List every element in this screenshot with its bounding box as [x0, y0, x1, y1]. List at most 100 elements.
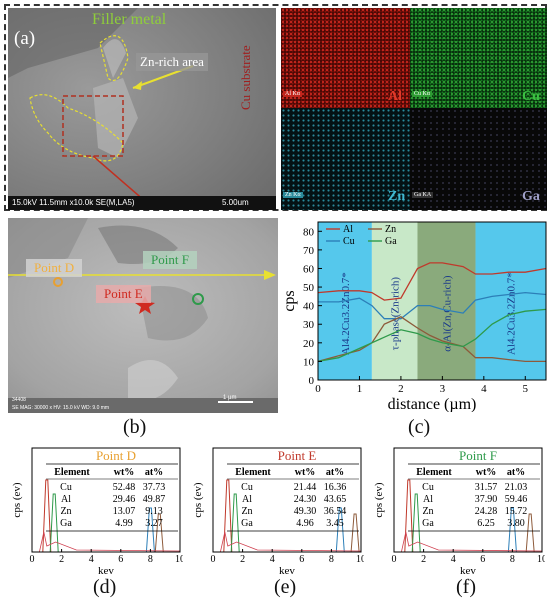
table-cell: 24.30 [294, 494, 317, 505]
zone-label-2: α-Al(Zn,Cu-rich) [442, 275, 454, 352]
table-cell: 6.25 [477, 518, 495, 529]
eds-al-label: Al [388, 89, 402, 104]
table-cell: 3.27 [145, 518, 163, 529]
eds-map-cu [410, 8, 547, 108]
table-cell: 13.07 [113, 506, 136, 517]
y-axis-label: cps (ev) [373, 482, 385, 517]
table-cell: 3.45 [326, 518, 344, 529]
table-cell: Al [242, 494, 252, 505]
table-cell: 43.65 [324, 494, 347, 505]
eds-ga-small: Ga KA [412, 192, 434, 198]
y-tick-label: 70 [303, 245, 315, 257]
eds-zn-small: Zn Kα [283, 192, 303, 198]
spectrum-frame [393, 447, 543, 553]
eds-map-al [281, 8, 410, 108]
y-tick-label: 50 [303, 282, 315, 294]
table-cell: Cu [241, 482, 253, 493]
table-header: Element [416, 467, 452, 478]
x-tick-label: 2 [421, 554, 426, 565]
x-tick-label: 2 [240, 554, 245, 565]
spectrum-peak [230, 493, 240, 553]
spectrum-peak [411, 493, 421, 553]
table-cell: 49.87 [143, 494, 166, 505]
table-cell: Zn [241, 506, 252, 517]
table-header: wt% [295, 467, 316, 478]
table-cell: 3.80 [507, 518, 525, 529]
x-tick-label: 3 [440, 383, 446, 395]
sem-a-scale: 5.00um [222, 198, 249, 207]
legend-label-zn: Zn [385, 224, 396, 235]
y-axis-label: cps [281, 290, 298, 311]
spectrum-peak [525, 513, 535, 553]
x-axis-label: distance (µm) [388, 396, 477, 412]
spectrum-peak [223, 479, 233, 553]
y-tick-label: 10 [303, 356, 315, 368]
x-tick-label: 4 [270, 554, 275, 565]
table-cell: 37.90 [475, 494, 498, 505]
table-cell: 31.57 [475, 482, 498, 493]
y-tick-label: 40 [303, 301, 315, 313]
eds-spectrum-e: 0 2 4 6 8 10 kev cps (ev) Point E Element wt% at% Cu… [192, 447, 364, 575]
panel-label-c: (c) [408, 416, 431, 438]
spectrum-baseline [39, 531, 181, 553]
table-cell: 24.28 [475, 506, 498, 517]
table-cell: 21.44 [294, 482, 317, 493]
x-axis-label: kev [279, 565, 295, 575]
y-tick-label: 30 [303, 319, 315, 331]
x-axis-label: kev [460, 565, 476, 575]
zone-label-0: Al4.2Cu3.2Zn0.7* [340, 272, 352, 355]
table-cell: Zn [422, 506, 433, 517]
x-tick-label: 0 [315, 383, 321, 395]
spectrum-baseline [401, 531, 543, 553]
filler-metal-label: Filler metal [92, 11, 167, 28]
point-title: Point F [459, 448, 497, 463]
sem-b-info-bar: SE MAG: 30000 x HV: 15.0 kV WD: 9.0 mm [12, 405, 110, 411]
table-cell: 59.46 [505, 494, 528, 505]
spectrum-peak [404, 479, 414, 553]
table-cell: Ga [241, 518, 253, 529]
table-cell: 9.13 [145, 506, 163, 517]
panel-label-e: (e) [274, 576, 297, 598]
x-tick-label: 10 [537, 554, 545, 565]
legend-label-ga: Ga [385, 236, 397, 247]
table-header: Element [235, 467, 271, 478]
y-tick-label: 80 [303, 226, 315, 238]
plot-frame [317, 221, 547, 381]
x-tick-label: 2 [59, 554, 64, 565]
table-cell: 4.96 [296, 518, 314, 529]
legend-label-cu: Cu [343, 236, 355, 247]
zone-label-1: τ-phase(Zn-rich) [390, 277, 402, 351]
eds-zn-label: Zn [388, 189, 406, 204]
x-axis-label: kev [98, 565, 114, 575]
point-f-label: Point F [143, 251, 197, 269]
sem-image-b [8, 218, 278, 413]
sem-image-a [8, 8, 276, 210]
series-line-cu [318, 291, 547, 320]
table-cell: 36.54 [324, 506, 347, 517]
x-tick-label: 5 [523, 383, 529, 395]
table-cell: Ga [60, 518, 72, 529]
spectrum-peak [42, 479, 52, 553]
panel-label-a: (a) [14, 28, 36, 49]
legend-label-al: Al [343, 224, 353, 235]
table-cell: Zn [60, 506, 71, 517]
series-line-zn [317, 316, 546, 363]
table-cell: 37.73 [143, 482, 166, 493]
table-cell: 49.30 [294, 506, 317, 517]
x-tick-label: 6 [118, 554, 123, 565]
point-e-label: Point E [96, 285, 151, 303]
point-d-label: Point D [26, 259, 83, 277]
table-header: at% [507, 467, 525, 478]
y-axis-label: cps (ev) [192, 482, 204, 517]
table-cell: 4.99 [115, 518, 133, 529]
eds-al-small: Al Kα [283, 91, 302, 97]
x-tick-label: 0 [211, 554, 216, 565]
spectrum-frame [212, 447, 362, 553]
zone-1 [371, 222, 418, 380]
eds-spectrum-d: 0 2 4 6 8 10 kev cps (ev) Point D Element wt% at% Cu… [11, 447, 183, 575]
zone-3 [475, 222, 546, 380]
cu-substrate-label: Cu substrate [238, 45, 253, 110]
eds-ga-label: Ga [522, 189, 540, 204]
y-axis-label: cps (ev) [11, 482, 23, 517]
x-tick-label: 4 [481, 383, 487, 395]
